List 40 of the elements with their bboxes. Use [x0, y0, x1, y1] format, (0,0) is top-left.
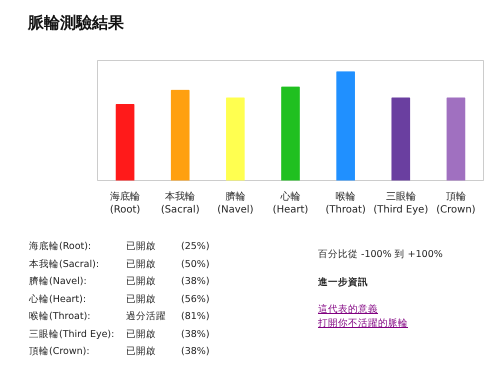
text: 心輪(Heart):: [28, 292, 88, 306]
bar: [391, 97, 410, 180]
bar: [281, 86, 300, 180]
bar: [226, 97, 245, 180]
text: 頂輪(Crown):: [28, 345, 91, 359]
text: 已開啟: [125, 292, 157, 306]
text: (50%): [180, 258, 211, 272]
text: (56%): [180, 292, 211, 306]
text: 打開你不活躍的脈輪: [318, 316, 409, 330]
text: 已開啟: [125, 345, 157, 359]
text: 喉輪(Throat):: [28, 310, 92, 324]
text: (38%): [180, 345, 211, 359]
x-tick-label: 臍輪(Navel): [217, 190, 254, 216]
text: 已開啟: [125, 328, 157, 342]
x-tick-label: 海底輪(Root): [110, 190, 140, 216]
text: (81%): [180, 310, 211, 324]
text: 本我輪(Sacral):: [28, 258, 100, 272]
text: 過分活躍: [125, 310, 167, 324]
text: 已開啟: [125, 275, 157, 289]
x-tick-label: 喉輪(Throat): [325, 190, 366, 216]
text: 這代表的意義: [318, 303, 379, 317]
text: 臍輪(Navel):: [28, 275, 88, 289]
bar: [170, 90, 190, 180]
text: 海底輪(Root):: [28, 240, 92, 254]
text: (38%): [180, 275, 211, 289]
text: 三眼輪(Third Eye):: [28, 328, 116, 342]
x-tick-label: 頂輪(Crown): [436, 190, 476, 216]
text: 百分比從 -100% 到 +100%: [318, 248, 443, 262]
bar: [116, 104, 134, 180]
chart-title: 脈輪測驗結果: [28, 13, 124, 32]
text: 已開啟: [125, 258, 157, 272]
x-tick-label: 三眼輪(Third Eye): [373, 190, 428, 216]
x-tick-label: 本我輪(Sacral): [160, 190, 200, 216]
text: (25%): [180, 240, 211, 254]
bar: [336, 71, 355, 180]
text: (38%): [180, 328, 211, 342]
x-tick-label: 心輪(Heart): [272, 190, 308, 216]
text: 進一步資訊: [318, 276, 369, 290]
text: 已開啟: [125, 240, 157, 254]
bar: [446, 97, 466, 180]
